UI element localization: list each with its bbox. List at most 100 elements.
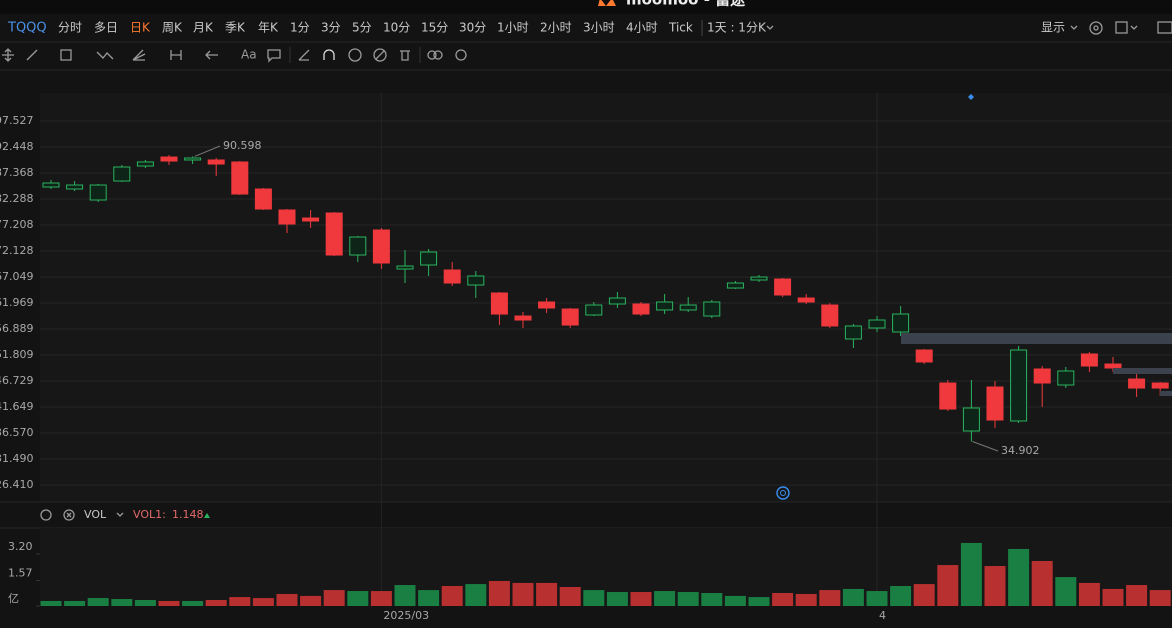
dropdown-arrow[interactable] [1070,25,1078,30]
title-bar [0,0,1172,14]
dropdown-arrow[interactable] [1130,25,1138,30]
event-marker[interactable] [968,94,974,100]
draw-settings[interactable] [455,49,467,61]
dropdown-arrow[interactable] [766,25,774,30]
candle-body [1128,378,1146,389]
period-button[interactable]: 多日 [94,21,118,35]
period-button[interactable]: 日K [130,21,151,35]
news-marker[interactable] [776,486,790,500]
measure-tool[interactable] [170,50,182,60]
volume-bar [441,586,463,606]
candle-body [656,301,674,311]
period-button[interactable]: 季K [225,21,246,35]
angle-tool[interactable] [298,49,310,61]
y-tick-label: 56.889 [0,322,34,335]
candle-body [538,301,556,309]
period-button[interactable]: 30分 [459,21,486,35]
y-tick-label: 77.208 [0,218,34,231]
indicator-settings[interactable] [40,509,52,521]
volume-bar [913,584,935,606]
candle-body [1033,368,1051,384]
symbol-button[interactable]: TQQQ [7,21,47,36]
period-button[interactable]: 1小时 [497,21,529,35]
text-tool[interactable]: Aa [241,48,257,62]
indicator-name[interactable]: VOL [84,508,107,521]
lock-tool[interactable] [348,48,362,62]
candle-body [821,304,839,327]
x-tick-label: 2025/03 [383,609,429,622]
price-zone[interactable] [1160,391,1172,396]
candle-body [372,229,390,264]
volume-bar [772,593,794,606]
volume-bar [300,595,322,606]
y-tick-label: 61.969 [0,296,34,309]
candle-body [136,161,154,167]
period-button[interactable]: 分时 [58,21,82,35]
magnet-tool[interactable] [323,49,335,60]
candle-body [349,236,367,256]
wave-tool[interactable] [96,51,114,60]
period-button[interactable]: 5分 [352,21,372,35]
volume-bar [795,593,817,606]
dropdown-arrow[interactable] [116,512,124,517]
candle-body [1010,349,1028,422]
candle-body [1080,353,1098,367]
indicator-close[interactable] [63,509,75,521]
compare-tool[interactable] [427,50,437,60]
hide-tool-slash [375,50,385,60]
period-button[interactable]: 1分 [290,21,310,35]
candle-body [42,182,60,188]
period-button[interactable]: 年K [258,21,279,35]
period-button[interactable]: 3分 [321,21,341,35]
move-tool[interactable] [2,48,14,62]
volume-bar [960,542,982,606]
period-button[interactable]: 月K [193,21,214,35]
y-tick-label: 72.128 [0,244,34,257]
window-icon[interactable] [1157,21,1172,34]
period-button[interactable]: 3小时 [583,21,615,35]
volume-bar [866,591,888,606]
indicator-close-x [66,512,72,518]
volume-bar [1078,582,1100,606]
period-button[interactable]: 4小时 [626,21,658,35]
delete-tool[interactable] [400,50,410,61]
fan-tool[interactable] [132,49,146,61]
period-button[interactable]: 15分 [421,21,448,35]
volume-bar [536,582,558,606]
volume-bar [1008,548,1030,606]
candle-body [278,209,296,225]
line-tool[interactable] [26,49,38,61]
y-tick-label: 41.649 [0,400,34,413]
hide-tool[interactable] [373,48,387,62]
volume-bar [724,595,746,606]
volume-bar [583,590,605,606]
period-button[interactable]: 10分 [383,21,410,35]
volume-bar [205,599,227,606]
settings-icon[interactable] [1089,21,1103,35]
window-title: moomoo - 富途 [626,0,746,9]
trend-arrow [204,513,210,518]
y-tick-label: 46.729 [0,374,34,387]
period-button[interactable]: 周K [162,21,183,35]
period-button[interactable]: 2小时 [540,21,572,35]
volume-bar [512,582,534,606]
volume-bar [1102,588,1124,606]
arrow-tool[interactable] [205,50,218,60]
layout-icon[interactable] [1115,21,1128,34]
period-button[interactable]: Tick [668,21,693,35]
price-zone[interactable] [1113,368,1172,374]
display-button[interactable]: 显示 [1041,21,1065,35]
note-tool[interactable] [267,49,281,63]
interval-selector[interactable]: 1天 : 1分K [707,21,767,35]
volume-bar [134,599,156,606]
volume-bar [1126,585,1148,606]
volume-bar [701,593,723,606]
indicator-label: VOL1: [133,508,166,521]
volume-bar [40,600,62,606]
volume-tick-label: 亿 [8,592,19,605]
shape-tool[interactable] [60,49,72,61]
y-tick-label: 36.570 [0,426,34,439]
price-zone[interactable] [901,333,1172,344]
candle-body [420,251,438,266]
volume-bar [252,598,274,606]
